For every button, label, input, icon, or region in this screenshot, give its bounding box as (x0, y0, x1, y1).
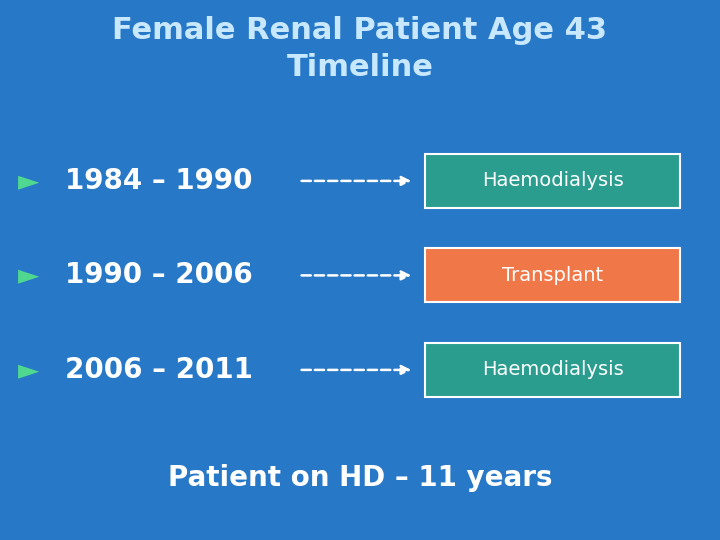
Text: ►: ► (18, 167, 40, 195)
Text: 2006 – 2011: 2006 – 2011 (65, 356, 253, 384)
FancyBboxPatch shape (425, 343, 680, 397)
Text: 1990 – 2006: 1990 – 2006 (65, 261, 253, 289)
Text: ►: ► (18, 261, 40, 289)
Text: Haemodialysis: Haemodialysis (482, 360, 624, 380)
Text: Transplant: Transplant (502, 266, 603, 285)
FancyBboxPatch shape (425, 154, 680, 208)
Text: Haemodialysis: Haemodialysis (482, 171, 624, 191)
FancyBboxPatch shape (425, 248, 680, 302)
Text: Patient on HD – 11 years: Patient on HD – 11 years (168, 464, 552, 492)
Text: ►: ► (18, 356, 40, 384)
Text: Female Renal Patient Age 43
Timeline: Female Renal Patient Age 43 Timeline (112, 16, 608, 82)
Text: 1984 – 1990: 1984 – 1990 (65, 167, 252, 195)
